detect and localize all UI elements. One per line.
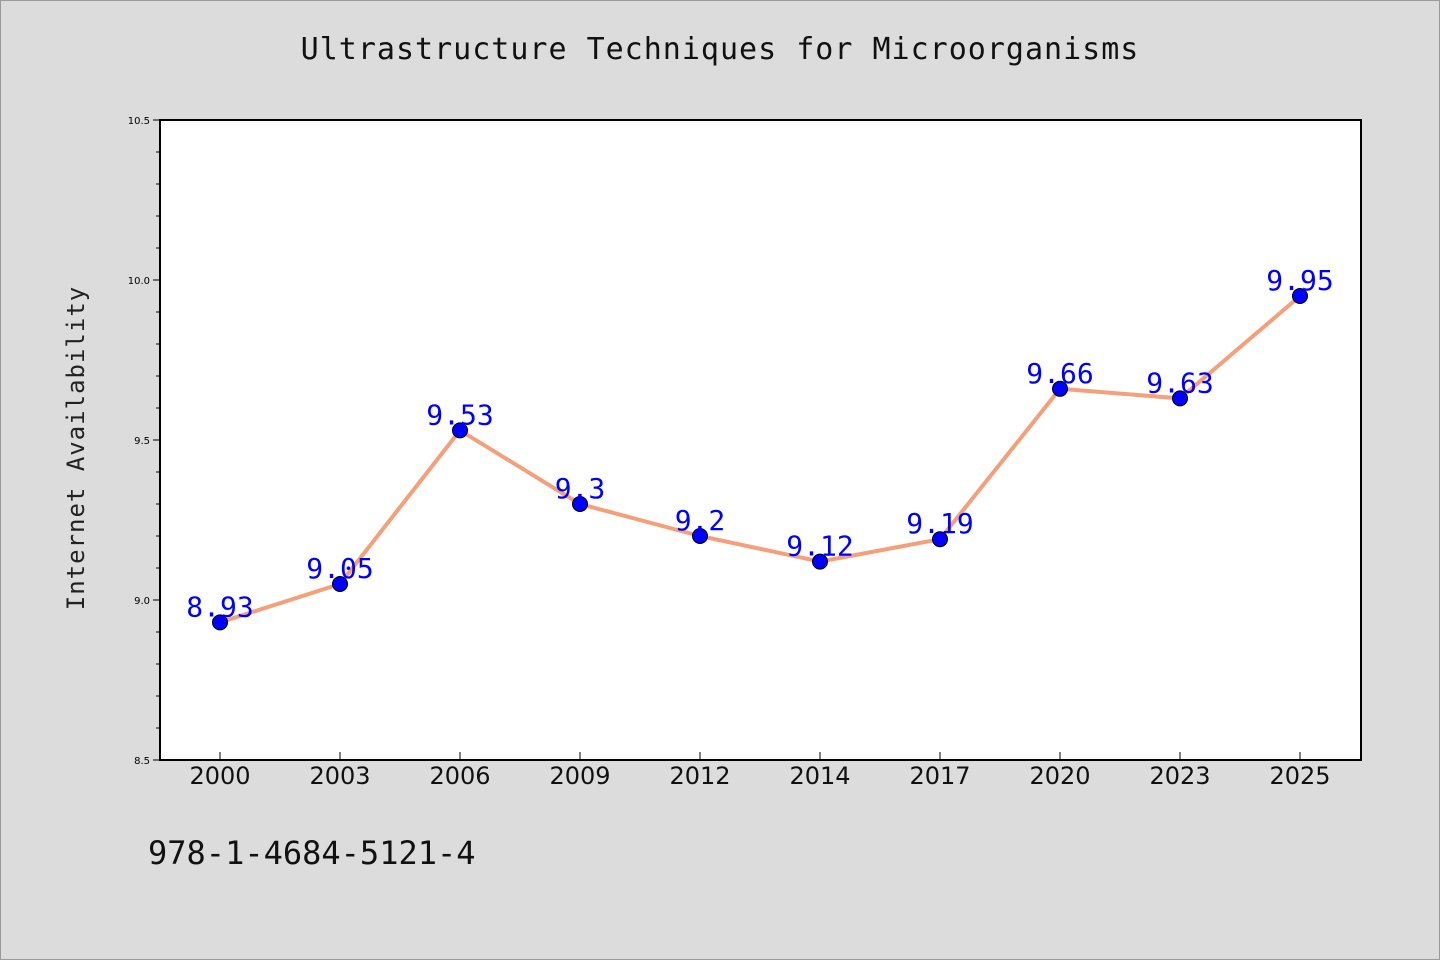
y-tick-label: 10.5 <box>128 116 150 127</box>
data-point <box>1172 390 1188 407</box>
x-tick-label: 2006 <box>429 762 490 790</box>
data-label: 9.19 <box>906 507 973 540</box>
data-label: 9.66 <box>1026 357 1093 390</box>
x-tick-label: 2012 <box>669 762 730 790</box>
data-label: 9.95 <box>1266 264 1333 297</box>
data-point <box>1052 380 1068 397</box>
x-tick-label: 2025 <box>1269 762 1330 790</box>
x-tick-label: 2014 <box>789 762 850 790</box>
data-label: 9.3 <box>555 472 606 505</box>
x-tick-label: 2003 <box>309 762 370 790</box>
y-axis-ticks: 8.5 9.0 9.5 10.0 10.5 <box>128 116 160 767</box>
data-point <box>812 553 828 570</box>
data-label: 9.12 <box>786 530 853 563</box>
x-tick-label: 2020 <box>1029 762 1090 790</box>
data-label: 9.53 <box>426 398 493 431</box>
chart-title: Ultrastructure Techniques for Microorgan… <box>300 32 1140 67</box>
data-point <box>332 576 348 592</box>
data-point <box>452 422 468 439</box>
y-tick-label: 10.0 <box>128 276 150 287</box>
series-line <box>219 294 1302 625</box>
data-label: 9.05 <box>306 552 373 585</box>
data-point <box>1292 288 1308 304</box>
isbn-text: 978-1-4684-5121-4 <box>148 834 476 872</box>
x-tick-label: 2009 <box>549 762 610 790</box>
data-point <box>692 528 708 544</box>
x-axis-ticks: 2000 2003 2006 2009 2012 2014 2017 2020 2023 2025 <box>189 752 1331 790</box>
data-label: 9.2 <box>675 504 726 537</box>
y-tick-label: 9.0 <box>134 596 150 607</box>
x-tick-label: 2017 <box>909 762 970 790</box>
data-label: 8.93 <box>186 590 253 623</box>
y-tick-label: 9.5 <box>134 436 150 447</box>
data-labels: 8.93 9.05 9.53 9.3 9.2 9.12 9.19 9.66 9.63 9.95 <box>186 264 1333 623</box>
data-point <box>932 531 948 548</box>
data-point <box>212 614 228 631</box>
data-point <box>572 496 588 512</box>
y-tick-label: 8.5 <box>134 756 150 767</box>
x-tick-label: 2000 <box>189 762 250 790</box>
x-tick-label: 2023 <box>1149 762 1210 790</box>
plot-area <box>159 119 1362 761</box>
data-label: 9.63 <box>1146 366 1213 399</box>
data-points <box>212 288 1308 631</box>
